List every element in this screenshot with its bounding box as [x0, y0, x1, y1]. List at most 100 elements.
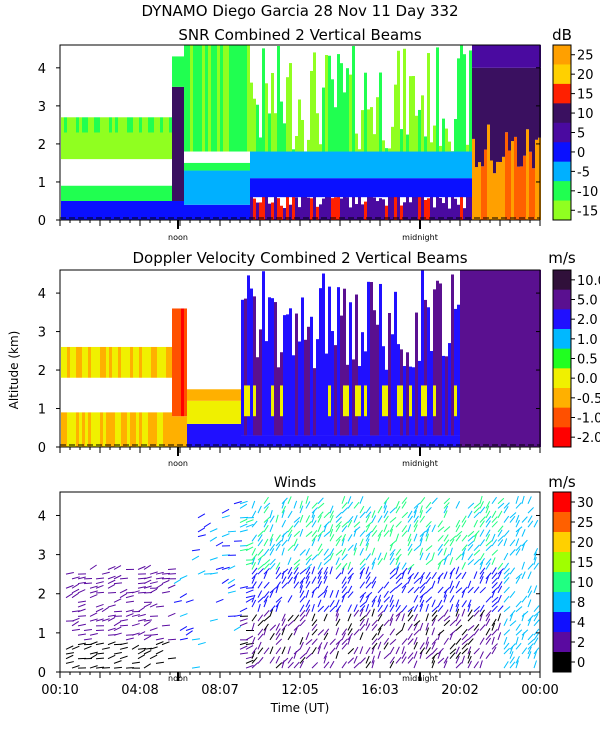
wind-barb: [515, 629, 523, 636]
doppler-cell: [286, 435, 289, 447]
wind-barb: [335, 589, 340, 598]
wind-barb: [371, 510, 376, 519]
wind-barb: [473, 502, 481, 509]
wind-barb: [353, 628, 360, 636]
wind-barb: [491, 587, 499, 594]
wind-barb: [65, 645, 74, 650]
wind-barb: [305, 581, 311, 589]
wind-barb: [503, 577, 510, 584]
colorbar-swatch: [553, 348, 571, 369]
wind-barb: [485, 562, 491, 570]
doppler-cell: [319, 288, 322, 436]
doppler-cell: [220, 389, 223, 401]
snr-cell: [67, 128, 70, 160]
snr-cell: [325, 55, 328, 152]
wind-barb: [341, 591, 348, 598]
wind-barb: [491, 646, 497, 655]
wind-barb: [293, 572, 300, 580]
wind-barb: [371, 561, 376, 570]
wind-barb: [317, 599, 322, 608]
snr-cell: [487, 67, 490, 125]
snr-cell: [124, 185, 127, 201]
wind-barb: [395, 557, 400, 565]
wind-barb: [401, 525, 407, 533]
snr-cell: [250, 186, 253, 220]
wind-barb: [89, 564, 97, 570]
doppler-cell: [286, 314, 289, 436]
wind-barb: [143, 585, 152, 589]
wind-barb: [305, 566, 311, 575]
wind-barb: [419, 642, 425, 650]
snr-cell: [322, 198, 325, 220]
snr-cell: [445, 178, 448, 198]
snr-cell: [529, 67, 532, 152]
wind-barb: [95, 607, 104, 613]
snr-cell: [526, 129, 529, 220]
wind-barb: [419, 586, 426, 594]
wind-barb: [71, 665, 80, 669]
colorbar-swatch: [553, 492, 571, 513]
snr-cell: [421, 178, 424, 198]
wind-barb: [287, 632, 293, 641]
wind-barb: [353, 501, 360, 509]
snr-cell: [91, 185, 94, 201]
wind-barb: [413, 620, 421, 627]
wind-barb: [323, 521, 330, 528]
snr-cell: [91, 117, 94, 133]
wind-barb: [251, 520, 258, 528]
snr-cell: [349, 207, 352, 220]
snr-cell: [310, 70, 313, 152]
wind-barb: [401, 501, 407, 509]
wind-barb: [425, 545, 433, 552]
wind-barb: [119, 593, 128, 599]
wind-barb: [329, 510, 335, 519]
snr-cell: [109, 185, 112, 201]
wind-barb: [107, 604, 116, 608]
wind-barb: [323, 632, 329, 641]
doppler-cell: [460, 270, 463, 447]
wind-barb: [419, 530, 427, 537]
wind-barb: [347, 516, 354, 523]
doppler-cell: [355, 435, 358, 447]
snr-cell: [130, 128, 133, 160]
wind-barb: [161, 624, 171, 627]
wind-barb: [377, 604, 383, 613]
wind-barb: [251, 599, 257, 608]
wind-barb: [293, 559, 301, 566]
snr-cell: [136, 128, 139, 160]
wind-barb: [437, 657, 445, 664]
wind-barb: [455, 651, 462, 659]
wind-barb: [251, 647, 258, 655]
wind-barb: [131, 623, 140, 627]
wind-barb: [497, 594, 502, 603]
doppler-cell: [346, 385, 349, 417]
snr-cell: [64, 117, 67, 133]
snr-cell: [280, 101, 283, 152]
snr-cell: [463, 178, 466, 198]
snr-cell: [247, 204, 250, 220]
wind-barb: [299, 656, 306, 664]
wind-barb: [497, 585, 503, 594]
snr-cell: [160, 128, 163, 160]
wind-barb: [149, 633, 159, 636]
colorbar-tick-label: -1.0: [577, 412, 600, 427]
wind-barb: [419, 647, 426, 655]
wind-barb: [341, 553, 348, 561]
wind-barb: [95, 642, 104, 646]
wind-barb: [77, 576, 86, 580]
snr-cell: [358, 178, 361, 198]
snr-cell: [100, 200, 103, 220]
doppler-cell: [154, 346, 157, 378]
wind-barb: [257, 603, 261, 612]
wind-barb: [359, 615, 367, 622]
doppler-cell: [349, 435, 352, 447]
doppler-cell: [433, 435, 436, 447]
snr-cell: [235, 45, 238, 152]
snr-cell: [169, 200, 172, 220]
wind-barb: [503, 530, 510, 537]
wind-barb: [209, 557, 218, 561]
wind-barb: [389, 557, 395, 566]
wind-barb: [455, 519, 461, 528]
doppler-cell: [175, 416, 178, 447]
snr-cell: [76, 185, 79, 201]
